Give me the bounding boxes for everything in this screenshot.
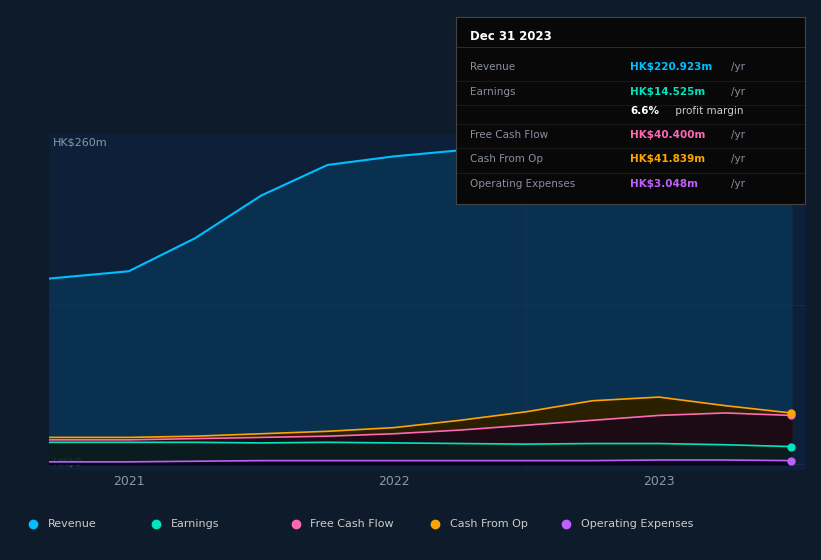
Text: Earnings: Earnings (470, 87, 515, 97)
Text: Dec 31 2023: Dec 31 2023 (470, 30, 552, 43)
Text: Earnings: Earnings (171, 519, 219, 529)
Text: profit margin: profit margin (672, 106, 744, 115)
Text: Revenue: Revenue (470, 63, 515, 72)
Text: HK$0: HK$0 (53, 457, 83, 467)
Text: HK$220.923m: HK$220.923m (631, 63, 713, 72)
Text: Revenue: Revenue (48, 519, 96, 529)
Text: HK$40.400m: HK$40.400m (631, 130, 705, 140)
Text: /yr: /yr (732, 130, 745, 140)
Text: /yr: /yr (732, 179, 745, 189)
Text: Cash From Op: Cash From Op (450, 519, 528, 529)
Text: /yr: /yr (732, 63, 745, 72)
Text: HK$14.525m: HK$14.525m (631, 87, 705, 97)
Text: HK$260m: HK$260m (53, 138, 108, 148)
Text: /yr: /yr (732, 155, 745, 165)
Text: Operating Expenses: Operating Expenses (581, 519, 694, 529)
Text: HK$3.048m: HK$3.048m (631, 179, 698, 189)
Text: Cash From Op: Cash From Op (470, 155, 543, 165)
Text: HK$41.839m: HK$41.839m (631, 155, 705, 165)
Text: /yr: /yr (732, 87, 745, 97)
Text: Operating Expenses: Operating Expenses (470, 179, 575, 189)
Text: 6.6%: 6.6% (631, 106, 659, 115)
Text: Free Cash Flow: Free Cash Flow (470, 130, 548, 140)
Text: Free Cash Flow: Free Cash Flow (310, 519, 394, 529)
